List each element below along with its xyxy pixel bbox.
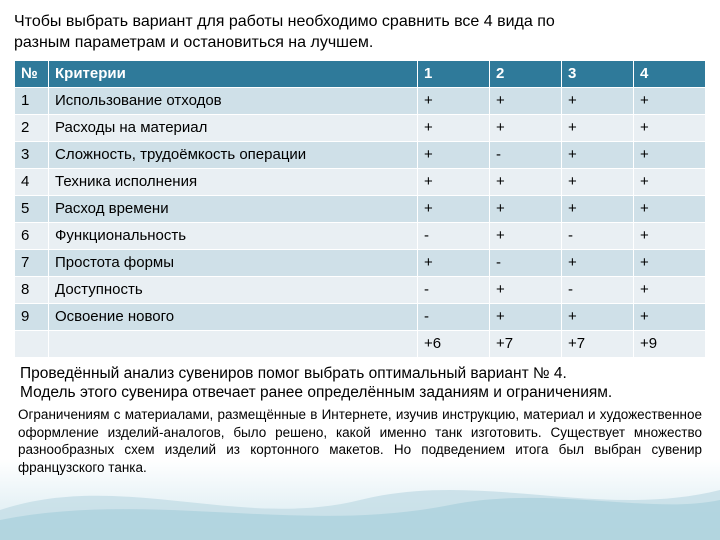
cell-value: +	[562, 195, 634, 222]
table-row: 6Функциональность-+-+	[15, 222, 706, 249]
table-totals-row: +6+7+7+9	[15, 330, 706, 357]
cell-value: -	[490, 249, 562, 276]
cell-criteria: Расходы на материал	[49, 114, 418, 141]
details-text: Ограничениям с материалами, размещённые …	[14, 406, 706, 476]
cell-num: 9	[15, 303, 49, 330]
cell-total: +7	[490, 330, 562, 357]
cell-value: +	[490, 303, 562, 330]
cell-value: +	[634, 141, 706, 168]
cell-value: +	[562, 303, 634, 330]
header-v4: 4	[634, 60, 706, 87]
table-row: 7Простота формы+-++	[15, 249, 706, 276]
cell-num: 8	[15, 276, 49, 303]
conclusion-line1: Проведённый анализ сувениров помог выбра…	[20, 365, 567, 382]
cell-criteria: Расход времени	[49, 195, 418, 222]
cell-criteria: Использование отходов	[49, 87, 418, 114]
cell-criteria: Функциональность	[49, 222, 418, 249]
table-row: 5Расход времени++++	[15, 195, 706, 222]
cell-criteria: Доступность	[49, 276, 418, 303]
table-row: 8Доступность-+-+	[15, 276, 706, 303]
table-row: 4Техника исполнения++++	[15, 168, 706, 195]
cell-value: -	[418, 276, 490, 303]
intro-text: Чтобы выбрать вариант для работы необход…	[14, 12, 574, 54]
table-header-row: № Критерии 1 2 3 4	[15, 60, 706, 87]
cell-value: +	[634, 249, 706, 276]
cell-value: +	[634, 303, 706, 330]
header-v1: 1	[418, 60, 490, 87]
cell-num: 6	[15, 222, 49, 249]
cell-value: +	[562, 168, 634, 195]
cell-num: 1	[15, 87, 49, 114]
cell-value: +	[418, 249, 490, 276]
header-v3: 3	[562, 60, 634, 87]
cell-value: +	[490, 276, 562, 303]
cell-value: -	[418, 222, 490, 249]
cell-value: +	[562, 249, 634, 276]
cell-value: +	[490, 168, 562, 195]
cell-value: +	[634, 114, 706, 141]
cell-total: +7	[562, 330, 634, 357]
cell-num: 4	[15, 168, 49, 195]
cell-value: +	[490, 114, 562, 141]
cell-value: +	[634, 276, 706, 303]
header-num: №	[15, 60, 49, 87]
cell-value: -	[562, 222, 634, 249]
conclusion-text: Проведённый анализ сувениров помог выбра…	[14, 364, 706, 403]
comparison-table: № Критерии 1 2 3 4 1Использование отходо…	[14, 60, 706, 358]
cell-criteria: Сложность, трудоёмкость операции	[49, 141, 418, 168]
cell-num: 2	[15, 114, 49, 141]
cell-value: +	[634, 195, 706, 222]
cell-total	[15, 330, 49, 357]
conclusion-line2: Модель этого сувенира отвечает ранее опр…	[20, 384, 612, 401]
table-row: 9Освоение нового-+++	[15, 303, 706, 330]
cell-value: +	[490, 87, 562, 114]
table-row: 3Сложность, трудоёмкость операции+-++	[15, 141, 706, 168]
cell-value: +	[418, 114, 490, 141]
cell-num: 5	[15, 195, 49, 222]
cell-num: 3	[15, 141, 49, 168]
cell-value: +	[418, 87, 490, 114]
cell-value: +	[634, 168, 706, 195]
cell-num: 7	[15, 249, 49, 276]
cell-value: -	[562, 276, 634, 303]
cell-value: +	[634, 87, 706, 114]
cell-criteria: Освоение нового	[49, 303, 418, 330]
header-criteria: Критерии	[49, 60, 418, 87]
cell-value: -	[418, 303, 490, 330]
cell-value: +	[418, 195, 490, 222]
cell-value: -	[490, 141, 562, 168]
cell-total: +6	[418, 330, 490, 357]
cell-total: +9	[634, 330, 706, 357]
cell-value: +	[418, 168, 490, 195]
cell-value: +	[562, 114, 634, 141]
cell-value: +	[418, 141, 490, 168]
cell-value: +	[490, 222, 562, 249]
header-v2: 2	[490, 60, 562, 87]
table-row: 1Использование отходов++++	[15, 87, 706, 114]
cell-criteria: Техника исполнения	[49, 168, 418, 195]
cell-criteria: Простота формы	[49, 249, 418, 276]
cell-value: +	[490, 195, 562, 222]
cell-total	[49, 330, 418, 357]
table-row: 2Расходы на материал++++	[15, 114, 706, 141]
cell-value: +	[634, 222, 706, 249]
cell-value: +	[562, 141, 634, 168]
cell-value: +	[562, 87, 634, 114]
